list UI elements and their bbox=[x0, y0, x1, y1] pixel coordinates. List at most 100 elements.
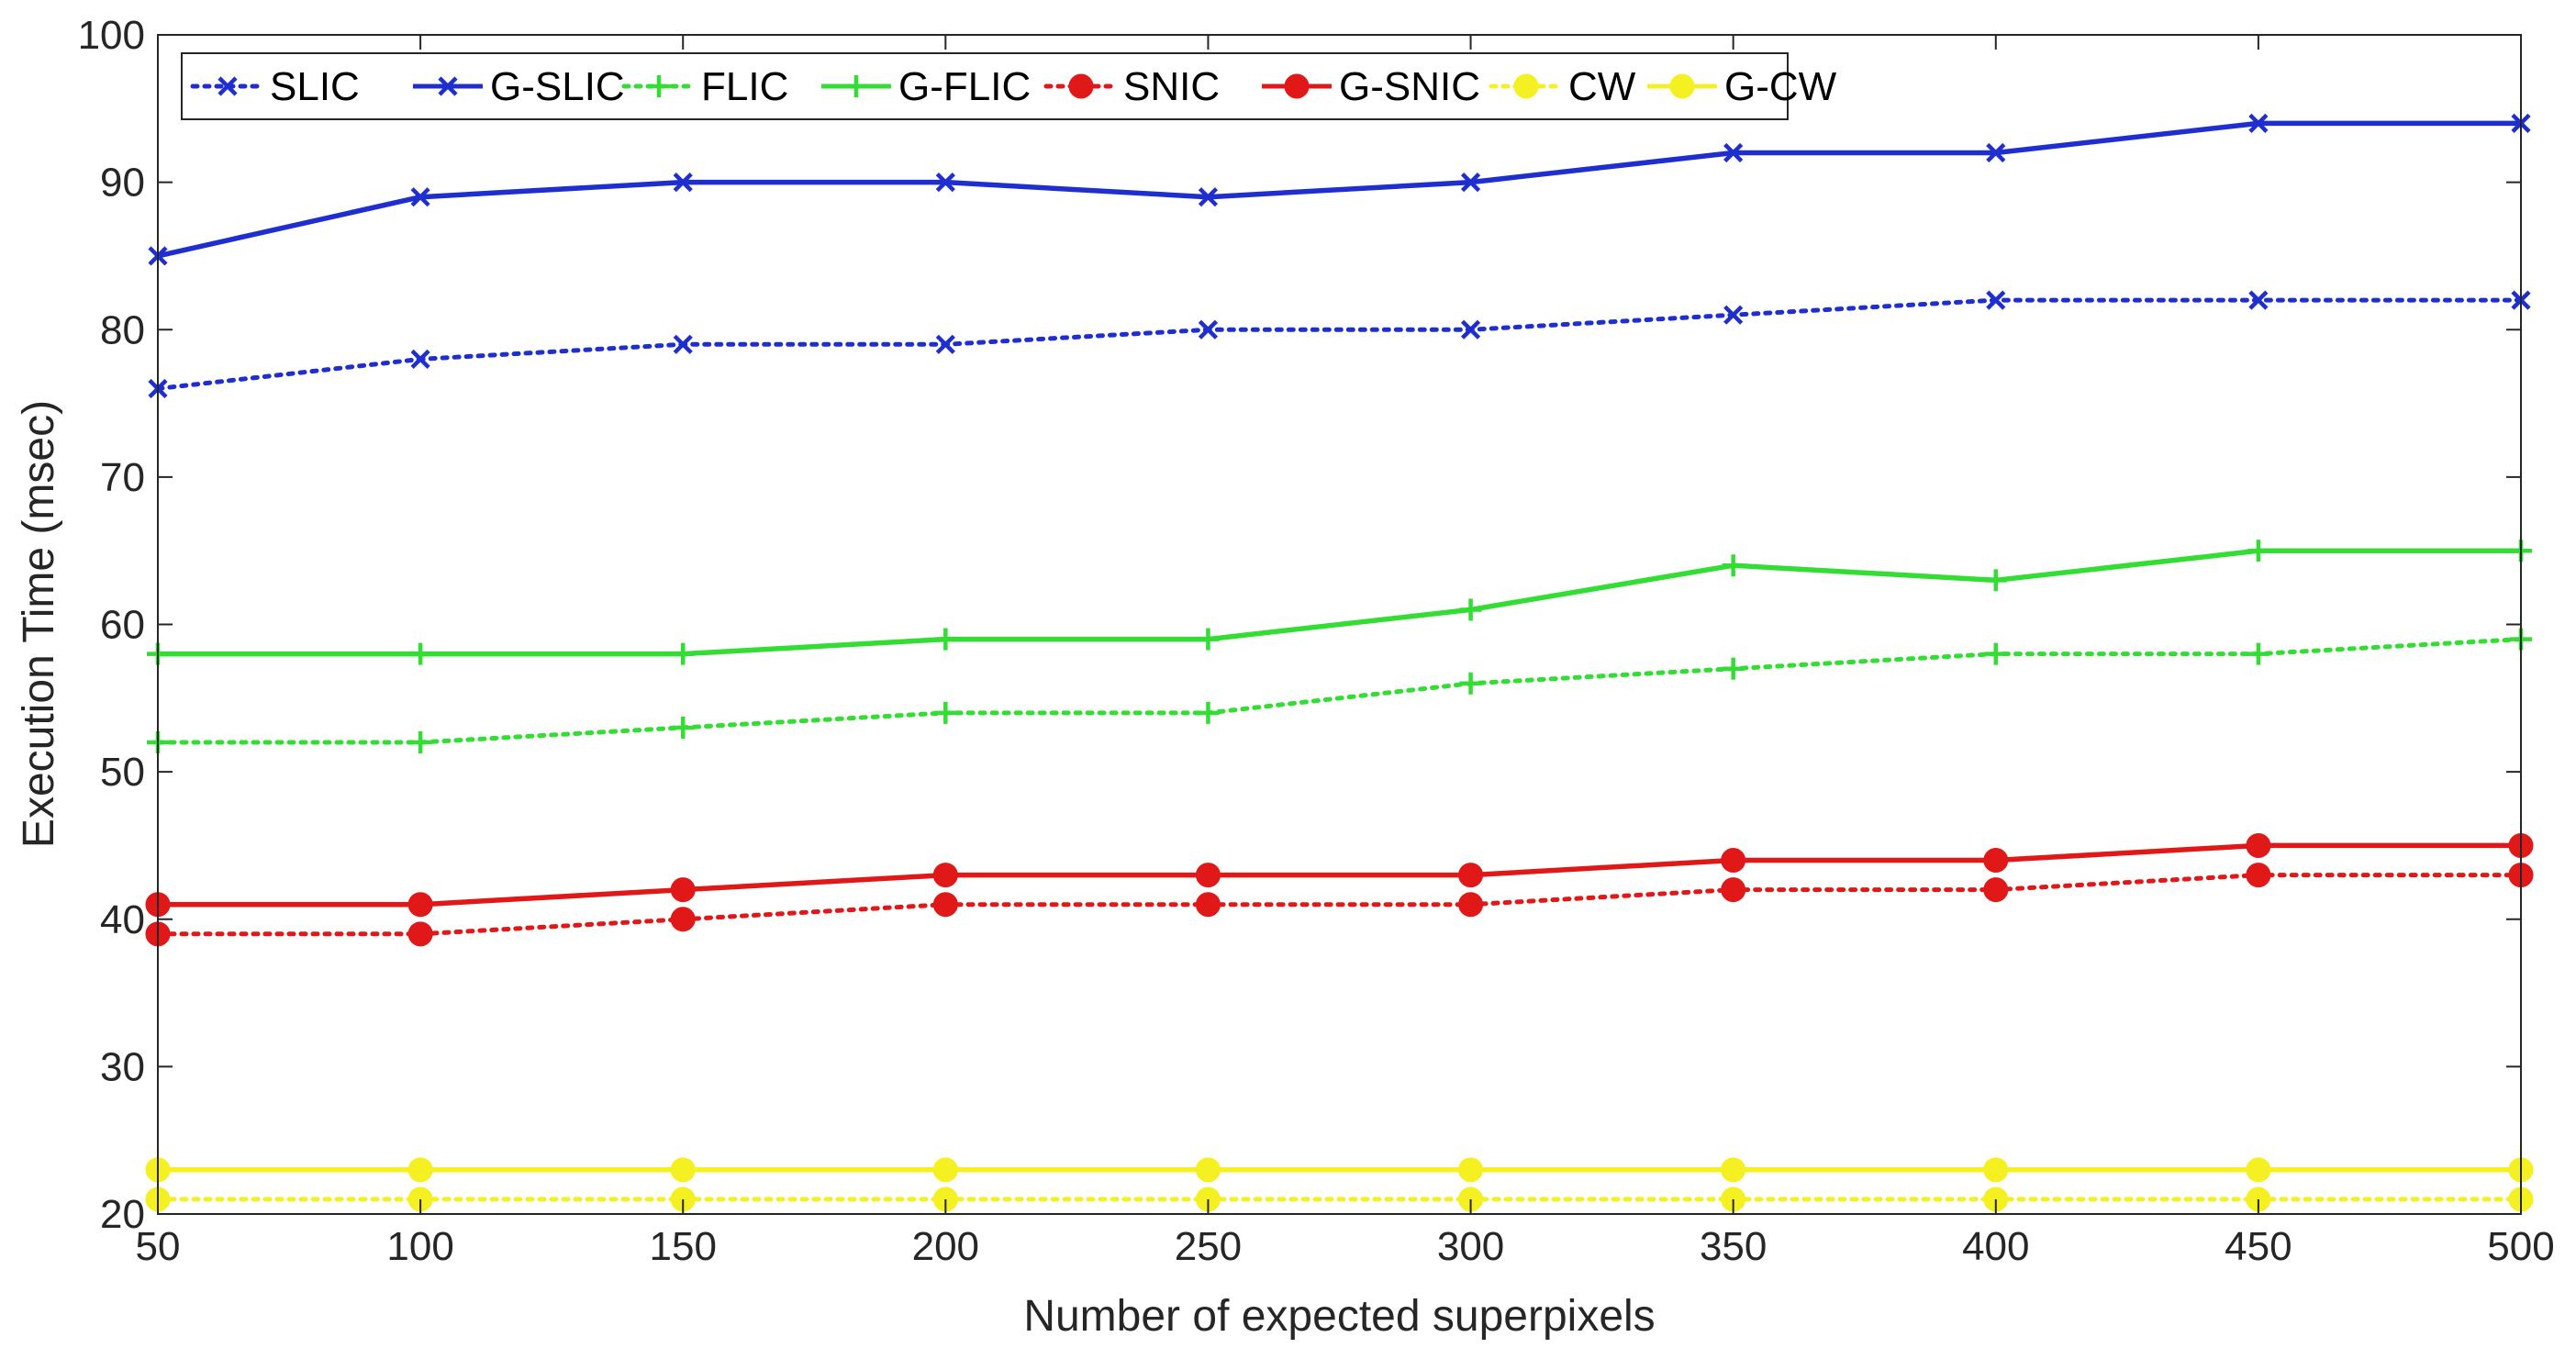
x-tick-label-350: 350 bbox=[1700, 1224, 1767, 1269]
legend-item-g-slic: G-SLIC bbox=[413, 64, 625, 109]
point-g-cw-300 bbox=[1458, 1157, 1484, 1183]
point-slic-100 bbox=[410, 349, 430, 369]
x-tick-label-500: 500 bbox=[2487, 1224, 2554, 1269]
series-flic bbox=[147, 628, 2532, 753]
y-tick-label-20: 20 bbox=[100, 1192, 145, 1237]
legend-marker-cw bbox=[1513, 73, 1539, 99]
point-g-cw-100 bbox=[407, 1157, 433, 1183]
point-g-slic-350-stroke-b bbox=[1723, 142, 1744, 163]
legend-label-cw: CW bbox=[1568, 64, 1636, 109]
x-tick-label-100: 100 bbox=[386, 1224, 453, 1269]
point-slic-150-stroke-b bbox=[673, 334, 693, 354]
point-g-slic-400 bbox=[1986, 142, 2006, 163]
series-line-snic bbox=[155, 873, 2524, 937]
point-g-snic-100 bbox=[407, 892, 433, 918]
x-axis: 50 100 150 200 250 300 350 400 450 500 bbox=[136, 35, 2555, 1269]
point-g-snic-400 bbox=[1983, 848, 2009, 873]
legend-label-g-snic: G-SNIC bbox=[1339, 64, 1480, 109]
point-g-flic-350 bbox=[1722, 554, 1745, 577]
point-slic-200-stroke-b bbox=[935, 334, 955, 354]
point-snic-300 bbox=[1458, 892, 1484, 918]
point-g-slic-450 bbox=[2248, 113, 2269, 133]
legend-item-g-flic: G-FLIC bbox=[821, 64, 1031, 109]
y-tick-label-90: 90 bbox=[100, 161, 145, 206]
legend-label-g-cw: G-CW bbox=[1724, 64, 1837, 109]
point-g-slic-200 bbox=[935, 173, 955, 193]
x-tick-label-150: 150 bbox=[650, 1224, 717, 1269]
y-tick-label-40: 40 bbox=[100, 897, 145, 942]
point-g-flic-450 bbox=[2247, 540, 2269, 562]
x-tick-label-50: 50 bbox=[136, 1224, 181, 1269]
point-g-slic-450-stroke-b bbox=[2248, 113, 2269, 133]
point-slic-350 bbox=[1723, 305, 1744, 325]
legend-marker-g-slic bbox=[438, 76, 458, 96]
legend: SLIC G-SLIC FLIC G-FLIC SNIC G-SNIC CW G-CW bbox=[181, 52, 1837, 120]
point-g-slic-300-stroke-b bbox=[1460, 173, 1481, 193]
point-slic-300-stroke-b bbox=[1460, 319, 1481, 340]
point-slic-300 bbox=[1460, 319, 1481, 340]
x-tick-label-250: 250 bbox=[1175, 1224, 1242, 1269]
series-slic bbox=[148, 290, 2531, 399]
y-tick-label-30: 30 bbox=[100, 1044, 145, 1089]
legend-item-snic: SNIC bbox=[1043, 64, 1220, 109]
point-flic-150 bbox=[672, 716, 695, 739]
y-tick-label-80: 80 bbox=[100, 307, 145, 352]
legend-label-g-slic: G-SLIC bbox=[490, 64, 625, 109]
point-g-flic-100 bbox=[409, 642, 432, 665]
legend-item-cw: CW bbox=[1489, 64, 1636, 109]
point-slic-450 bbox=[2248, 290, 2269, 310]
legend-label-slic: SLIC bbox=[270, 64, 360, 109]
point-g-cw-400 bbox=[1983, 1157, 2009, 1183]
x-tick-label-300: 300 bbox=[1437, 1224, 1504, 1269]
point-slic-100-stroke-b bbox=[410, 349, 430, 369]
point-g-cw-200 bbox=[932, 1157, 958, 1183]
legend-marker-snic bbox=[1068, 73, 1094, 99]
series-g-cw bbox=[145, 1157, 2534, 1183]
point-g-slic-250 bbox=[1198, 187, 1219, 207]
point-g-snic-250 bbox=[1195, 863, 1221, 888]
point-g-snic-450 bbox=[2246, 832, 2271, 858]
legend-item-slic: SLIC bbox=[190, 64, 360, 109]
legend-item-g-snic: G-SNIC bbox=[1262, 64, 1480, 109]
point-snic-250 bbox=[1195, 892, 1221, 918]
point-g-flic-300 bbox=[1459, 598, 1482, 621]
legend-item-g-cw: G-CW bbox=[1647, 64, 1837, 109]
point-slic-350-stroke-b bbox=[1723, 305, 1744, 325]
point-flic-350 bbox=[1722, 657, 1745, 680]
x-tick-label-200: 200 bbox=[912, 1224, 979, 1269]
series-snic bbox=[145, 863, 2534, 947]
series-line-slic bbox=[155, 297, 2524, 391]
point-slic-200 bbox=[935, 334, 955, 354]
point-snic-100 bbox=[407, 921, 433, 947]
point-slic-400 bbox=[1986, 290, 2006, 310]
point-snic-400 bbox=[1983, 877, 2009, 903]
point-g-slic-350 bbox=[1723, 142, 1744, 163]
point-flic-300 bbox=[1459, 672, 1482, 695]
legend-marker-g-cw bbox=[1669, 73, 1695, 99]
point-g-slic-200-stroke-b bbox=[935, 173, 955, 193]
point-slic-150 bbox=[673, 334, 693, 354]
point-g-slic-150 bbox=[673, 173, 693, 193]
point-g-snic-150 bbox=[670, 877, 696, 903]
point-g-slic-100 bbox=[410, 187, 430, 207]
series-line-flic bbox=[155, 637, 2524, 745]
point-g-cw-250 bbox=[1195, 1157, 1221, 1183]
point-snic-350 bbox=[1721, 877, 1746, 903]
legend-marker-g-snic bbox=[1284, 73, 1310, 99]
point-g-snic-200 bbox=[932, 863, 958, 888]
x-tick-label-400: 400 bbox=[1962, 1224, 2029, 1269]
point-g-cw-150 bbox=[670, 1157, 696, 1183]
point-slic-250 bbox=[1198, 319, 1219, 340]
legend-label-g-flic: G-FLIC bbox=[898, 64, 1031, 109]
legend-marker-slic bbox=[217, 76, 238, 96]
series-line-g-slic bbox=[157, 120, 2521, 259]
point-g-slic-250-stroke-b bbox=[1198, 187, 1219, 207]
point-snic-200 bbox=[932, 892, 958, 918]
y-axis: 20 30 40 50 60 70 80 90 100 bbox=[78, 13, 2521, 1237]
point-snic-450 bbox=[2246, 863, 2271, 888]
point-g-snic-350 bbox=[1721, 848, 1746, 873]
y-tick-label-60: 60 bbox=[100, 603, 145, 648]
point-g-slic-150-stroke-b bbox=[673, 173, 693, 193]
series-cw bbox=[145, 1186, 2534, 1212]
